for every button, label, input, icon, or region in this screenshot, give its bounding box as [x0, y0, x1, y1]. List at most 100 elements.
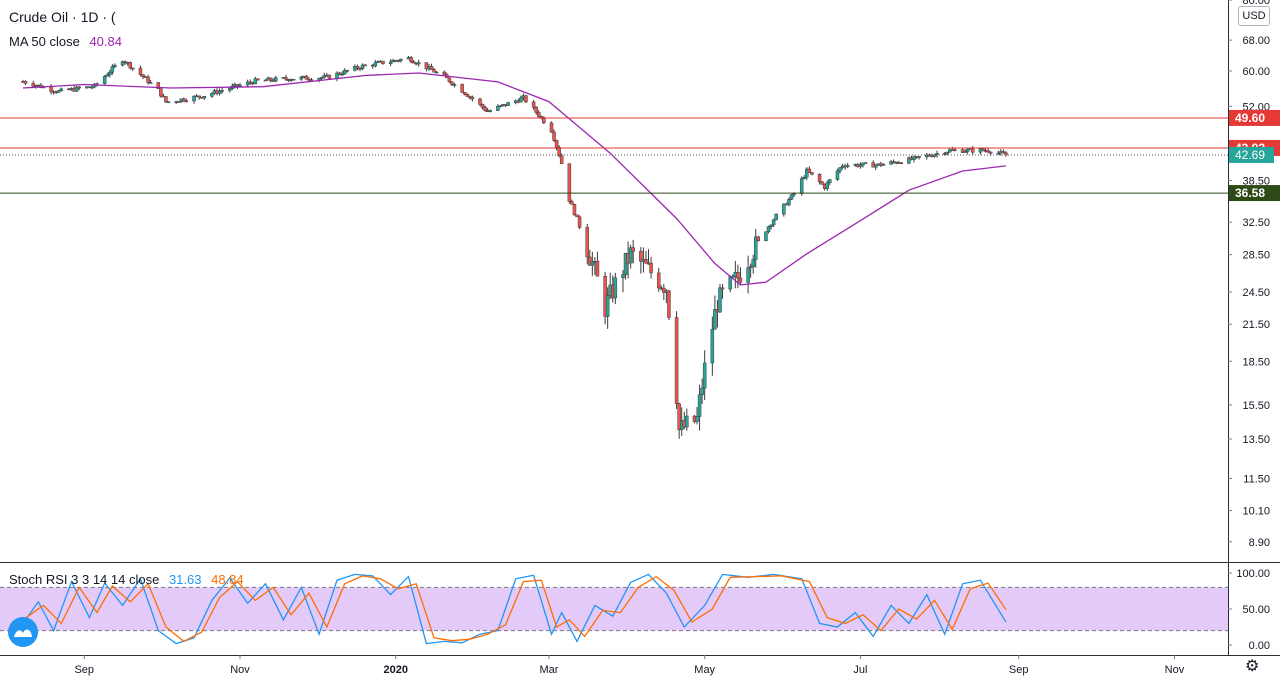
candle-body: [899, 162, 904, 164]
candle-body: [572, 204, 577, 216]
candle-body: [291, 78, 296, 81]
candle-body: [462, 92, 467, 95]
symbol-legend[interactable]: Crude Oil · 1D · (: [9, 9, 122, 25]
candle-body: [588, 256, 592, 266]
candle-body: [567, 163, 572, 202]
candle-body: [769, 224, 773, 227]
price-tick-label: 8.90: [1249, 537, 1270, 549]
candle-body: [273, 77, 278, 82]
candle-body: [863, 162, 868, 164]
candle-body: [845, 165, 850, 168]
candle-body: [77, 86, 81, 89]
candle-body: [861, 162, 865, 166]
stoch-rsi-legend[interactable]: Stoch RSI 3 3 14 14 close 31.63 48.84: [9, 572, 250, 587]
stoch-rsi-pane[interactable]: [0, 573, 1228, 645]
candle-body: [399, 58, 403, 62]
candle-body: [585, 227, 589, 258]
candle-body: [432, 69, 436, 73]
candle-body: [416, 62, 421, 65]
candle-body: [639, 250, 643, 262]
candle-body: [677, 403, 681, 431]
candle-body: [245, 81, 250, 86]
candle-body: [718, 287, 722, 313]
candle-body: [736, 271, 740, 279]
candle-body: [996, 152, 1001, 155]
candle-body: [960, 149, 965, 153]
candle-body: [340, 73, 344, 76]
gear-icon[interactable]: ⚙: [1245, 658, 1260, 675]
candle-body: [554, 140, 559, 148]
candle-body: [644, 259, 648, 264]
candle-body: [358, 68, 362, 70]
stoch-rsi-k-value: 31.63: [168, 572, 202, 587]
candle-body: [965, 148, 970, 152]
tradingview-logo-icon[interactable]: [8, 617, 38, 647]
stoch-rsi-d-line: [22, 575, 1007, 643]
candle-body: [49, 86, 53, 92]
candle-body: [935, 153, 939, 155]
stoch-rsi-d-value: 48.84: [211, 572, 244, 587]
ma-legend[interactable]: MA 50 close 40.84: [9, 34, 128, 49]
price-tick-label: 28.50: [1242, 250, 1270, 262]
candle-body: [799, 178, 804, 194]
candle-body: [210, 93, 214, 97]
price-tick-label: 68.00: [1242, 35, 1270, 47]
candle-body: [948, 149, 952, 153]
candle-body: [988, 151, 993, 154]
candle-body: [424, 62, 429, 70]
candle-body: [322, 75, 327, 78]
candle-body: [738, 277, 743, 283]
candle-body: [912, 156, 916, 160]
time-tick-label: Sep: [74, 664, 94, 676]
last-price-label: 42.69: [1235, 148, 1265, 162]
currency-button[interactable]: USD: [1238, 6, 1270, 26]
candle-body: [388, 61, 393, 65]
price-pane[interactable]: [0, 0, 1280, 563]
time-tick-label: Jul: [853, 664, 867, 676]
candle-body: [470, 96, 475, 100]
candle-body: [766, 226, 771, 232]
candle-body: [858, 164, 863, 167]
price-axis[interactable]: 80.0068.0060.0052.0038.5032.5028.5024.50…: [1228, 0, 1280, 655]
candle-body: [613, 277, 618, 299]
candle-body: [590, 261, 595, 266]
candle-body: [595, 260, 600, 277]
candle-body: [953, 149, 957, 151]
candle-body: [838, 167, 842, 172]
candle-body: [496, 106, 500, 111]
candle-body: [792, 193, 796, 195]
candle-body: [411, 61, 416, 64]
candle-body: [263, 79, 268, 82]
candle-body: [148, 82, 153, 84]
candle-body: [748, 266, 753, 269]
price-tick-label: 80.00: [1242, 0, 1270, 7]
level-label-bg: [1229, 109, 1280, 126]
candle-body: [728, 276, 732, 290]
candle-body: [327, 74, 332, 79]
candle-body: [828, 179, 832, 183]
candle-body: [756, 236, 761, 241]
candle-body: [889, 161, 893, 165]
candle-body: [577, 216, 582, 228]
price-tick-label: 24.50: [1242, 287, 1270, 299]
candle-body: [299, 76, 304, 80]
candle-body: [429, 66, 434, 70]
candle-body: [182, 98, 186, 102]
candle-body: [74, 86, 79, 92]
candle-body: [363, 64, 367, 67]
candle-body: [304, 75, 309, 80]
candle-body: [442, 71, 447, 75]
price-tick-label: 15.50: [1242, 400, 1270, 412]
candle-body: [557, 147, 561, 156]
candle-body: [771, 219, 776, 226]
candle-body: [268, 77, 273, 81]
candle-body: [217, 90, 222, 94]
time-axis[interactable]: Sep Nov 2020 Mar May Jul Sep Nov: [0, 655, 1280, 676]
time-tick-label: Nov: [230, 664, 250, 676]
candle-body: [110, 66, 115, 73]
candle-body: [820, 181, 824, 185]
candle-body: [506, 102, 510, 106]
price-tick-label: 21.50: [1242, 319, 1270, 331]
candle-body: [662, 287, 666, 293]
